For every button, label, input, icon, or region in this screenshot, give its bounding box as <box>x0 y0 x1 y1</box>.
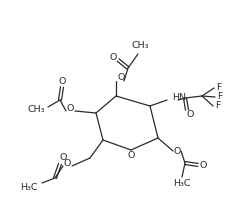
Text: O: O <box>59 153 67 162</box>
Text: H₃C: H₃C <box>20 182 38 191</box>
Text: O: O <box>186 111 194 119</box>
Text: O: O <box>127 152 135 160</box>
Text: O: O <box>63 160 71 169</box>
Text: CH₃: CH₃ <box>27 106 45 114</box>
Text: O: O <box>109 53 117 61</box>
Text: F: F <box>216 83 222 92</box>
Text: F: F <box>215 102 221 111</box>
Text: CH₃: CH₃ <box>131 41 149 51</box>
Text: HN: HN <box>172 94 186 102</box>
Text: O: O <box>117 73 125 82</box>
Text: O: O <box>66 104 74 114</box>
Text: O: O <box>199 160 207 170</box>
Text: F: F <box>217 92 223 102</box>
Text: O: O <box>58 77 66 85</box>
Text: H₃C: H₃C <box>173 179 191 189</box>
Text: O: O <box>173 146 181 155</box>
